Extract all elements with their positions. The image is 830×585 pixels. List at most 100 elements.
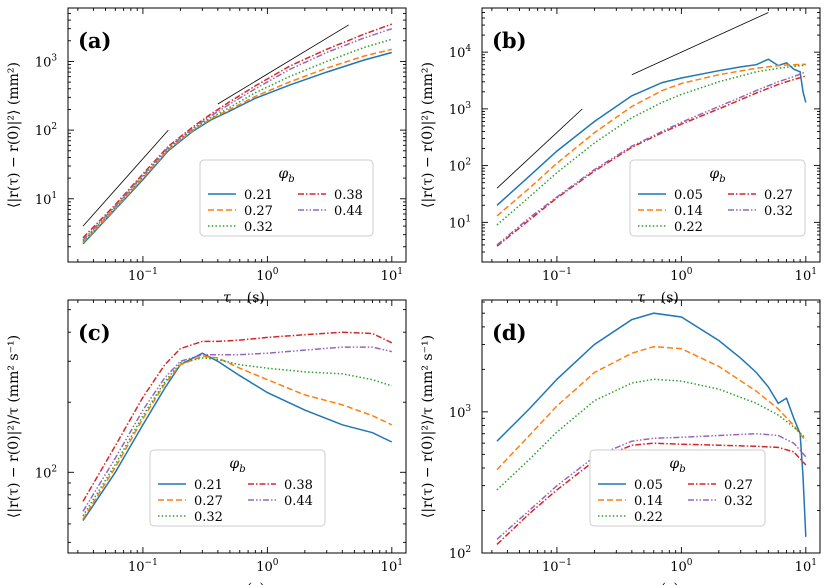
legend-entry-0.44: 0.44 [284, 494, 313, 509]
reference-slope-line [217, 24, 349, 105]
y-tick-label: 102 [449, 158, 471, 175]
plot-area [496, 312, 807, 545]
panel-label: (a) [78, 28, 111, 53]
panel-label: (b) [492, 28, 527, 53]
legend-entry-0.22: 0.22 [634, 510, 663, 525]
legend-entry-0.27: 0.27 [194, 494, 223, 509]
legend-box [199, 159, 374, 237]
y-tick-label: 102 [35, 122, 57, 139]
legend-entry-0.27: 0.27 [764, 188, 793, 203]
series-line-0.21 [82, 352, 393, 522]
x-axis-label: τ(s) [223, 290, 265, 306]
panel-b: 10−1 100 101 101 102 103 104 (b) τ (s) ⟨|r(τ) − r(… [420, 7, 821, 306]
axes-frame [481, 7, 821, 263]
legend-entry-0.44: 0.44 [334, 204, 363, 219]
legend-title: φb [669, 456, 685, 475]
y-tick-label: 103 [35, 53, 58, 70]
series-line-0.32 [496, 71, 807, 246]
axes-frame [67, 7, 407, 263]
legend-entry-0.21: 0.21 [244, 188, 273, 203]
legend: φb 0.050.140.22 0.270.32 [629, 159, 806, 237]
y-tick-label: 102 [35, 464, 57, 481]
legend-entry-0.32: 0.32 [764, 204, 793, 219]
x-tick-label: 101 [381, 267, 403, 284]
legend-title: φb [278, 166, 294, 185]
legend-box [629, 159, 806, 237]
series-line-0.22 [496, 378, 807, 491]
plot-area [496, 12, 807, 247]
y-tick-label: 101 [35, 191, 57, 208]
legend-entry-0.21: 0.21 [194, 478, 223, 493]
legend-entry-0.22: 0.22 [674, 220, 703, 235]
x-axis-label: τ(s) [637, 290, 679, 306]
y-axis-label: ⟨|r(τ) − r(0)|²⟩ (mm²) [420, 62, 436, 208]
legend-entry-0.32: 0.32 [724, 494, 753, 509]
series-line-0.44 [82, 27, 393, 241]
legend-entry-0.05: 0.05 [634, 478, 663, 493]
y-axis-label: ⟨|r(τ) − r(0)|²⟩ (mm²) [6, 62, 22, 208]
series-line-0.27 [496, 75, 807, 247]
x-tick-label: 100 [670, 267, 693, 284]
panel-label: (c) [78, 320, 111, 345]
plot-area [82, 331, 393, 522]
legend-entry-0.27: 0.27 [244, 204, 273, 219]
series-line-0.27 [82, 48, 392, 244]
y-tick-label: 103 [449, 101, 472, 118]
x-tick-label: 10−1 [542, 267, 572, 284]
series-line-0.32 [496, 432, 807, 540]
axes-frame [67, 299, 407, 554]
legend-entry-0.27: 0.27 [724, 478, 753, 493]
plot-area [82, 23, 393, 245]
series-line-0.38 [82, 23, 393, 239]
x-axis-label: τ(s) [637, 581, 679, 585]
legend-entry-0.14: 0.14 [634, 494, 663, 509]
legend-entry-0.05: 0.05 [674, 188, 703, 203]
series-line-0.27 [496, 442, 807, 545]
legend: φb 0.210.270.32 0.380.44 [149, 449, 326, 527]
legend-title: φb [709, 166, 725, 185]
legend-entry-0.14: 0.14 [674, 204, 703, 219]
series-line-0.05 [496, 58, 807, 206]
legend: φb 0.050.140.22 0.270.32 [589, 449, 766, 527]
legend: φb 0.210.270.32 0.380.44 [199, 159, 374, 237]
legend-box [149, 449, 326, 527]
x-tick-label: 10−1 [542, 558, 572, 575]
legend-entry-0.38: 0.38 [284, 478, 313, 493]
y-tick-label: 103 [449, 404, 472, 421]
x-tick-label: 101 [381, 558, 403, 575]
axes-frame [481, 299, 821, 554]
panel-c: 10−1 100 101 102 (c) τ(s) ⟨|r(τ) − r(0)|²⟩/τ (… [6, 299, 407, 585]
legend-entry-0.32: 0.32 [194, 510, 223, 525]
series-line-0.05 [496, 312, 807, 537]
series-line-0.38 [82, 331, 393, 502]
y-axis-label: ⟨|r(τ) − r(0)|²⟩/τ (mm² s⁻¹) [420, 335, 436, 518]
x-tick-label: 100 [256, 267, 279, 284]
y-axis-label: ⟨|r(τ) − r(0)|²⟩/τ (mm² s⁻¹) [6, 335, 22, 518]
x-tick-label: 101 [795, 267, 817, 284]
x-tick-label: 10−1 [128, 267, 158, 284]
legend-entry-0.32: 0.32 [244, 220, 273, 235]
series-line-0.44 [82, 346, 392, 512]
reference-slope-line [496, 108, 583, 189]
series-line-0.22 [496, 64, 806, 226]
series-line-0.27 [82, 355, 393, 520]
y-tick-label: 102 [449, 545, 471, 562]
panel-label: (d) [492, 320, 527, 345]
x-tick-label: 100 [256, 558, 279, 575]
y-tick-label: 104 [449, 44, 472, 61]
y-tick-label: 101 [449, 214, 471, 231]
x-axis-label: τ(s) [223, 581, 265, 585]
reference-slope-line [631, 12, 769, 76]
series-line-0.14 [496, 345, 807, 471]
x-tick-label: 100 [670, 558, 693, 575]
series-line-0.32 [82, 357, 393, 517]
panel-d: 10−1 100 101 102 103 (d) τ(s) ⟨|r(τ) − r(0)|²⟩/… [420, 299, 821, 585]
series-line-0.32 [82, 38, 393, 242]
legend-box [589, 449, 766, 527]
reference-slope-line [82, 129, 169, 227]
x-tick-label: 10−1 [128, 558, 158, 575]
series-line-0.14 [496, 63, 806, 217]
panel-a: 10−1 100 101 101 102 103 (a) τ (s) ⟨|r(τ) − r(0)|… [6, 7, 407, 306]
x-tick-label: 101 [795, 558, 817, 575]
